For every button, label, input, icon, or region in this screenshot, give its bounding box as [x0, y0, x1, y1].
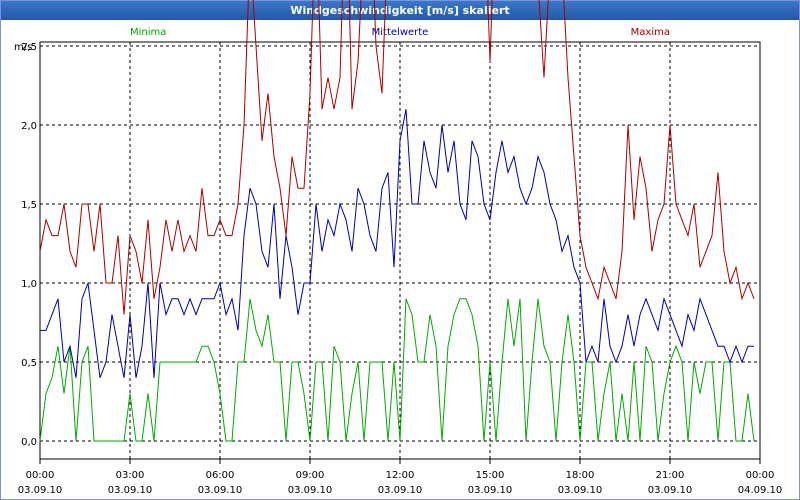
y-tick-label: 1,5 [21, 200, 37, 211]
legend-maxima: Maxima [631, 27, 670, 38]
x-tick-date: 03.09.10 [108, 485, 153, 496]
y-tick-label: 1,0 [21, 279, 37, 290]
series-lines [39, 0, 755, 442]
x-tick-time: 03:00 [116, 470, 145, 481]
y-axis: m/s 0,00,51,01,52,02,53,03,54,04,5 [14, 42, 37, 448]
legend-mittelwerte: Mittelwerte [372, 27, 429, 38]
series-line-minima [39, 298, 755, 442]
x-tick-time: 21:00 [656, 470, 685, 481]
x-tick-time: 06:00 [206, 470, 235, 481]
x-tick-time: 00:00 [26, 470, 55, 481]
x-tick-date: 03.09.10 [198, 485, 243, 496]
window-title: Windgeschwindigkeit [m/s] skaliert [1, 1, 799, 20]
x-axis: 00:00 03.09.10 03:00 03.09.10 06:00 03.09.10 0… [18, 459, 783, 496]
y-tick-label: 0,5 [21, 358, 37, 369]
x-tick-date: 03.09.10 [288, 485, 333, 496]
y-tick-label: 2,0 [21, 121, 37, 132]
plot-area [39, 41, 761, 460]
x-tick-time: 09:00 [296, 470, 325, 481]
series-line-mittelwerte [40, 109, 754, 378]
y-tick-label: 2,5 [21, 42, 37, 53]
legend-minima: Minima [130, 27, 166, 38]
x-tick-time: 12:00 [386, 470, 415, 481]
y-axis-label: m/s [14, 42, 32, 53]
x-tick-date: 03.09.10 [18, 485, 63, 496]
x-tick-date: 03.09.10 [558, 485, 603, 496]
x-tick-date: 03.09.10 [378, 485, 423, 496]
y-tick-label: 0,0 [21, 437, 37, 448]
x-tick-time: 15:00 [476, 470, 505, 481]
x-tick-time: 18:00 [566, 470, 595, 481]
x-tick-time: 00:00 [746, 470, 775, 481]
series-line-maxima [39, 0, 755, 315]
x-tick-date: 03.09.10 [648, 485, 693, 496]
x-tick-date: 03.09.10 [468, 485, 513, 496]
x-tick-date: 04.09.10 [738, 485, 783, 496]
legend: Minima Mittelwerte Maxima [130, 27, 670, 38]
